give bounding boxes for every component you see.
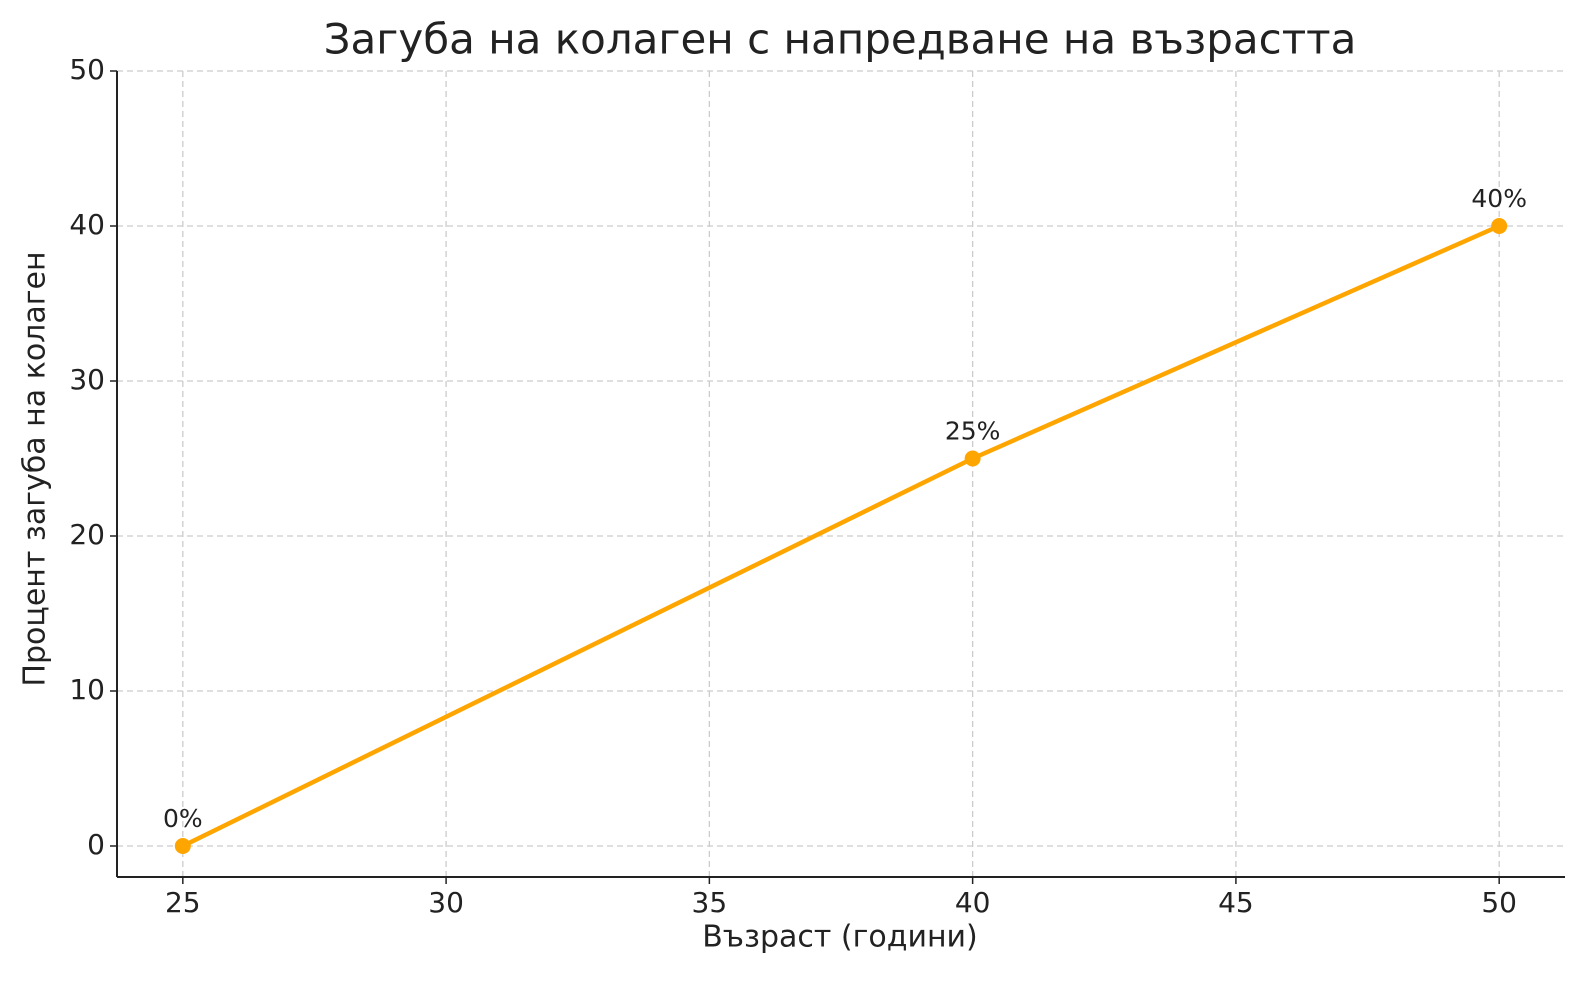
y-tick-label: 40 (69, 208, 105, 241)
chart-title: Загуба на колаген с напредване на възрас… (324, 15, 1357, 64)
x-axis-label: Възраст (години) (702, 920, 978, 955)
x-tick-label: 35 (692, 886, 728, 919)
value-label: 0% (163, 804, 203, 833)
y-axis-label: Процент загуба на колаген (18, 251, 53, 686)
value-label: 25% (945, 417, 1001, 446)
x-tick-label: 25 (165, 886, 201, 919)
value-label: 40% (1471, 184, 1527, 213)
x-tick-label: 50 (1481, 886, 1517, 919)
point (174, 838, 191, 854)
point (964, 450, 981, 467)
x-tick-label: 45 (1218, 886, 1254, 919)
y-tick-label: 20 (69, 518, 105, 551)
y-tick-label: 10 (69, 673, 105, 706)
point (1491, 218, 1508, 234)
x-tick-label: 40 (955, 886, 991, 919)
x-tick-label: 30 (428, 886, 464, 919)
y-tick-label: 30 (69, 363, 105, 396)
y-tick-label: 50 (69, 53, 105, 86)
y-tick-label: 0 (87, 828, 105, 861)
